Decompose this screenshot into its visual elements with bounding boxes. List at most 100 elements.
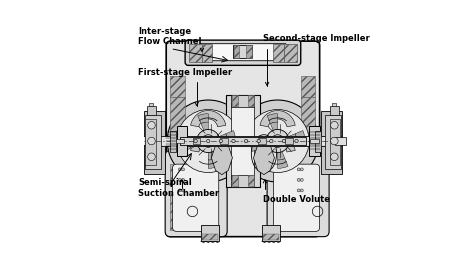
Bar bbox=[149, 103, 153, 106]
Circle shape bbox=[297, 179, 300, 181]
Wedge shape bbox=[267, 114, 278, 124]
Text: Second-stage Impeller: Second-stage Impeller bbox=[263, 34, 370, 86]
Bar bbox=[263, 234, 279, 241]
Circle shape bbox=[178, 189, 182, 192]
Text: Semi-spiral
Suction Chamber: Semi-spiral Suction Chamber bbox=[138, 178, 219, 198]
Wedge shape bbox=[287, 134, 297, 141]
Circle shape bbox=[295, 139, 298, 143]
Bar bbox=[246, 45, 252, 58]
Circle shape bbox=[301, 168, 303, 171]
Circle shape bbox=[237, 100, 319, 182]
Bar bbox=[231, 103, 255, 179]
Bar bbox=[273, 44, 284, 62]
FancyBboxPatch shape bbox=[166, 41, 319, 145]
Circle shape bbox=[178, 179, 182, 181]
Bar bbox=[330, 106, 338, 115]
Bar bbox=[202, 234, 218, 241]
FancyBboxPatch shape bbox=[267, 150, 329, 237]
Bar bbox=[170, 192, 185, 230]
Circle shape bbox=[271, 135, 284, 147]
Polygon shape bbox=[211, 145, 232, 175]
Circle shape bbox=[282, 139, 286, 143]
Bar bbox=[144, 137, 342, 145]
Bar bbox=[284, 44, 297, 62]
Wedge shape bbox=[295, 130, 305, 141]
Circle shape bbox=[182, 189, 184, 192]
Circle shape bbox=[245, 139, 248, 143]
Bar bbox=[145, 115, 161, 169]
Bar bbox=[301, 192, 316, 230]
Bar bbox=[301, 164, 316, 185]
Circle shape bbox=[257, 139, 260, 143]
Wedge shape bbox=[270, 122, 278, 131]
Circle shape bbox=[301, 189, 303, 192]
Text: Double Volute: Double Volute bbox=[263, 180, 330, 204]
Wedge shape bbox=[250, 141, 260, 152]
Bar bbox=[332, 103, 336, 106]
Bar bbox=[325, 115, 341, 169]
Bar bbox=[170, 130, 176, 152]
Bar bbox=[234, 45, 252, 58]
Bar bbox=[285, 138, 293, 144]
Bar bbox=[301, 97, 316, 139]
FancyBboxPatch shape bbox=[273, 164, 319, 232]
Bar bbox=[330, 119, 340, 165]
Bar bbox=[262, 225, 280, 241]
Bar bbox=[202, 44, 212, 62]
Circle shape bbox=[270, 139, 273, 143]
Bar bbox=[316, 130, 321, 152]
Circle shape bbox=[202, 135, 215, 147]
Bar bbox=[301, 76, 316, 97]
Text: Inter-stage
Flow Channel: Inter-stage Flow Channel bbox=[138, 27, 204, 52]
Circle shape bbox=[219, 139, 222, 143]
Bar bbox=[170, 164, 185, 185]
Wedge shape bbox=[226, 130, 236, 141]
Circle shape bbox=[148, 153, 155, 161]
Wedge shape bbox=[189, 141, 199, 148]
Circle shape bbox=[148, 137, 155, 145]
Bar bbox=[247, 95, 254, 106]
Circle shape bbox=[167, 100, 249, 182]
Bar bbox=[335, 137, 346, 145]
Circle shape bbox=[207, 139, 210, 143]
FancyBboxPatch shape bbox=[173, 164, 219, 232]
Bar bbox=[180, 137, 306, 145]
Wedge shape bbox=[260, 136, 295, 152]
Circle shape bbox=[197, 129, 220, 153]
Wedge shape bbox=[278, 151, 285, 160]
Bar bbox=[144, 111, 165, 174]
Polygon shape bbox=[254, 145, 274, 175]
Circle shape bbox=[232, 139, 235, 143]
Bar bbox=[144, 136, 342, 146]
Bar bbox=[170, 97, 185, 139]
Bar bbox=[310, 139, 319, 143]
Wedge shape bbox=[198, 114, 208, 124]
Bar bbox=[177, 126, 187, 156]
Bar bbox=[321, 111, 342, 174]
FancyBboxPatch shape bbox=[199, 44, 287, 61]
Bar bbox=[189, 44, 202, 62]
Bar bbox=[147, 106, 155, 115]
Bar bbox=[201, 225, 219, 241]
Circle shape bbox=[297, 168, 300, 171]
Circle shape bbox=[182, 179, 184, 181]
Wedge shape bbox=[218, 134, 227, 141]
Circle shape bbox=[178, 168, 182, 171]
Wedge shape bbox=[208, 159, 219, 168]
Wedge shape bbox=[278, 159, 288, 168]
FancyBboxPatch shape bbox=[165, 150, 227, 237]
Wedge shape bbox=[201, 122, 208, 131]
Circle shape bbox=[301, 179, 303, 181]
Bar bbox=[170, 76, 185, 97]
Circle shape bbox=[266, 129, 289, 153]
Bar bbox=[193, 138, 201, 144]
FancyBboxPatch shape bbox=[185, 40, 301, 65]
Circle shape bbox=[182, 139, 185, 143]
Circle shape bbox=[194, 139, 197, 143]
Bar bbox=[232, 95, 238, 106]
Bar bbox=[309, 126, 319, 156]
Wedge shape bbox=[191, 136, 226, 152]
Wedge shape bbox=[259, 141, 268, 148]
Wedge shape bbox=[208, 151, 216, 160]
Circle shape bbox=[246, 109, 309, 173]
